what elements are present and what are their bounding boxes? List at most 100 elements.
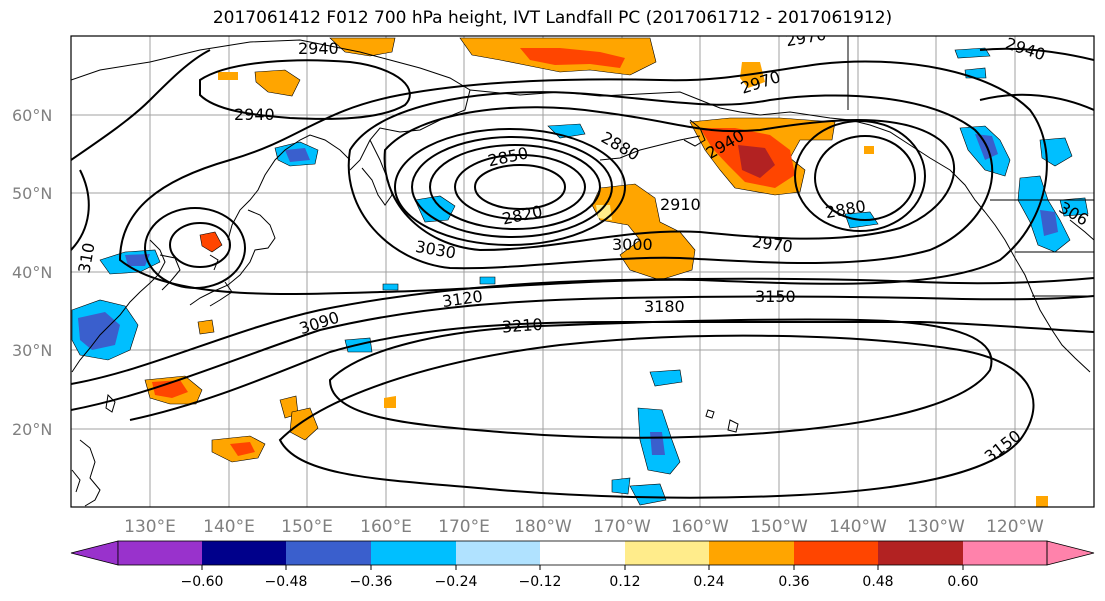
lon-label: 150°W xyxy=(750,517,808,537)
colorbar-swatch xyxy=(794,541,878,565)
lat-label: 50°N xyxy=(12,184,52,203)
longitude-labels: 130°E 140°E 150°E 160°E 170°E 180°W 170°… xyxy=(124,517,1044,537)
map-title: 2017061412 F012 700 hPa height, IVT Land… xyxy=(212,8,893,28)
contour-line xyxy=(71,295,1094,411)
contour-line xyxy=(383,106,956,252)
contour-label: 2910 xyxy=(660,195,701,214)
contour-label: 3210 xyxy=(501,315,543,337)
contour-line xyxy=(979,93,1094,111)
ivt-patch xyxy=(197,319,215,335)
colorbar-outline xyxy=(117,540,1048,566)
ivt-patch xyxy=(285,148,310,162)
colorbar-tick-label: 0.24 xyxy=(693,574,724,590)
lon-label: 150°E xyxy=(281,517,333,537)
colorbar-swatch xyxy=(540,541,625,565)
colorbar-tick-label: 0.60 xyxy=(947,574,978,590)
contour-line xyxy=(814,135,916,221)
colorbar-tick-label: −0.36 xyxy=(350,574,393,590)
ivt-patch xyxy=(629,483,667,506)
contour-line xyxy=(328,318,993,439)
ivt-patch xyxy=(199,231,223,253)
colorbar-tick-label: −0.60 xyxy=(181,574,224,590)
colorbar-swatch xyxy=(625,541,709,565)
ivt-patch xyxy=(864,146,874,154)
colorbar-tick-label: 0.12 xyxy=(609,574,640,590)
lon-label: 130°E xyxy=(124,517,176,537)
contour-line xyxy=(454,154,586,220)
contour-line xyxy=(474,164,566,210)
lon-label: 170°E xyxy=(438,517,490,537)
lat-label: 20°N xyxy=(12,420,52,439)
lon-label: 170°W xyxy=(593,517,651,537)
colorbar-extend-max xyxy=(1046,540,1095,566)
colorbar-tick-label: 0.48 xyxy=(862,574,893,590)
lon-label: 160°E xyxy=(360,517,412,537)
lon-label: 140°W xyxy=(829,517,887,537)
ivt-patch xyxy=(1040,210,1058,236)
contour-line xyxy=(429,144,601,230)
ivt-patch xyxy=(1036,496,1048,507)
ivt-patch xyxy=(384,396,396,408)
ivt-patch xyxy=(125,254,150,266)
colorbar-extend-min xyxy=(70,540,119,566)
ivt-patch xyxy=(611,477,631,495)
colorbar-tick-label: 0.36 xyxy=(778,574,809,590)
contour-label: 2940 xyxy=(234,105,275,124)
contour-line xyxy=(347,91,994,270)
ivt-patch xyxy=(520,48,625,68)
colorbar-swatch xyxy=(286,541,371,565)
ivt-patch xyxy=(414,195,456,223)
ivt-patch xyxy=(1039,137,1073,167)
ivt-patch xyxy=(254,69,301,97)
map-frame xyxy=(70,35,1095,508)
colorbar-swatch xyxy=(963,541,1047,565)
contour-line xyxy=(169,222,231,268)
ivt-patch xyxy=(152,380,188,398)
lon-label: 160°W xyxy=(671,517,729,537)
contour-line xyxy=(979,47,1094,61)
height-contours xyxy=(71,47,1094,499)
ivt-patch xyxy=(649,369,683,387)
lat-label: 60°N xyxy=(12,106,52,125)
colorbar-tick-label: −0.48 xyxy=(265,574,308,590)
colorbar-swatch xyxy=(371,541,456,565)
lon-label: 180°W xyxy=(514,517,572,537)
contour-line xyxy=(199,59,411,120)
colorbar-tick-label: −0.24 xyxy=(435,574,478,590)
latitude-labels: 60°N 50°N 40°N 30°N 20°N xyxy=(12,106,52,439)
ivt-patch xyxy=(329,37,396,57)
colorbar-swatch xyxy=(118,541,202,565)
contour-label: 3150 xyxy=(755,287,796,306)
lat-label: 30°N xyxy=(12,341,52,360)
lon-label: 140°E xyxy=(203,517,255,537)
ivt-patch xyxy=(479,276,496,285)
contour-label: 3000 xyxy=(612,235,653,254)
colorbar-swatch xyxy=(709,541,794,565)
ivt-patch xyxy=(1059,197,1089,217)
contour-line xyxy=(129,320,1094,421)
colorbar: −0.60 −0.48 −0.36 −0.24 −0.12 0.12 0.24 … xyxy=(70,540,1095,590)
ivt-patch xyxy=(382,283,399,291)
colorbar-swatch xyxy=(878,541,963,565)
lon-label: 130°W xyxy=(907,517,965,537)
colorbar-ticks xyxy=(201,565,964,570)
ivt-patch xyxy=(740,62,765,88)
ivt-patch xyxy=(78,312,120,350)
contour-line xyxy=(394,128,626,246)
ivt-patch xyxy=(218,72,238,80)
colorbar-swatch xyxy=(202,541,286,565)
ivt-positive-patches xyxy=(144,37,1048,507)
colorbar-swatch xyxy=(456,541,540,565)
lon-label: 120°W xyxy=(986,517,1044,537)
contour-line xyxy=(411,136,613,238)
contour-label: 3180 xyxy=(644,297,685,316)
ivt-patch xyxy=(230,442,255,456)
contour-line xyxy=(71,49,211,161)
contour-line xyxy=(278,334,1035,499)
contour-line xyxy=(71,277,1094,385)
lat-label: 40°N xyxy=(12,263,52,282)
ivt-patch xyxy=(738,145,775,178)
colorbar-tick-label: −0.12 xyxy=(519,574,562,590)
contour-line xyxy=(71,169,90,251)
